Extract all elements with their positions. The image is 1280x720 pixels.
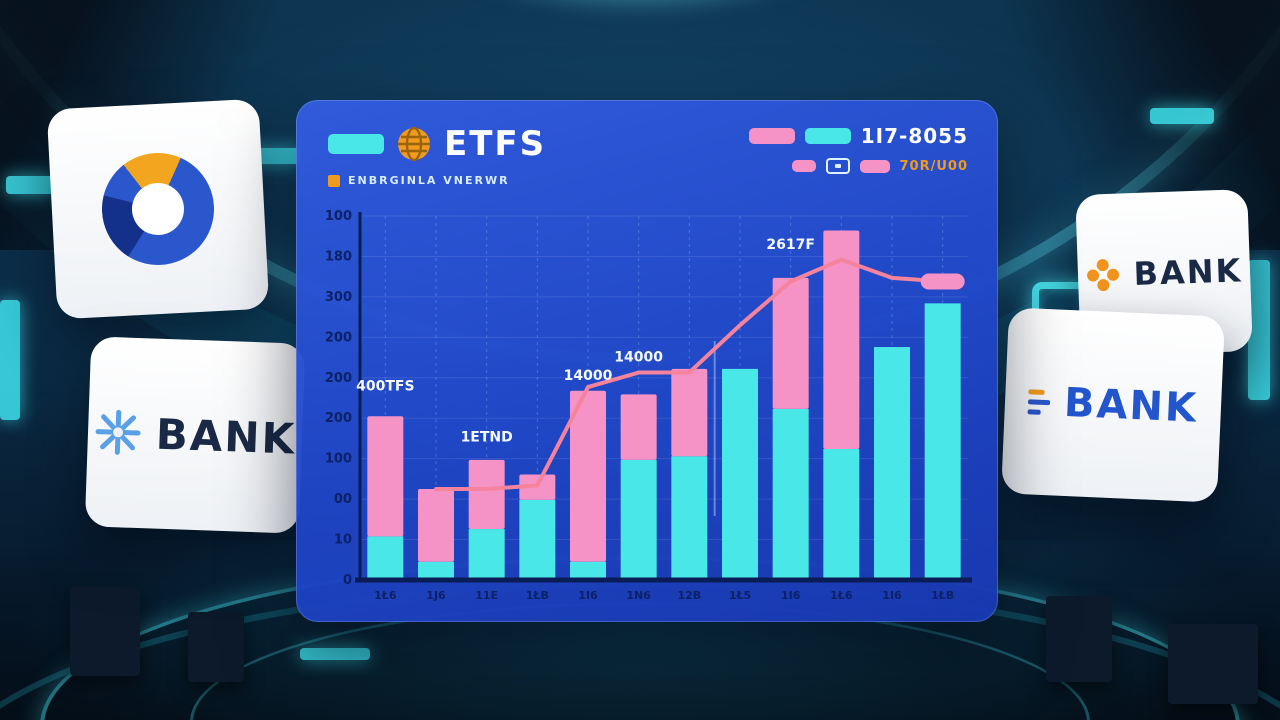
y-tick-label: 100 xyxy=(325,209,352,224)
bank-card-right-mid: BANK xyxy=(1001,307,1225,503)
bar-base-segment xyxy=(367,536,404,580)
bar-base-segment xyxy=(418,561,454,580)
chart-panel: ETFS ENBRGINLA VNERWR 1I7-8055 70R/U xyxy=(296,100,998,622)
bar-top-segment xyxy=(823,230,860,449)
legend-chip-icon xyxy=(825,158,850,174)
legend-cyan-swatch xyxy=(804,128,851,144)
bank-card-right-top: BANK xyxy=(1075,189,1253,357)
chart-annotation: 14000 xyxy=(614,350,663,366)
trend-line xyxy=(434,257,945,491)
x-tick-label: 1Ł6 xyxy=(830,589,853,602)
chart-annotation: 14000 xyxy=(564,368,613,384)
glow-chip xyxy=(1248,260,1270,400)
globe-icon xyxy=(398,126,430,162)
x-tick-label: 1J6 xyxy=(426,589,446,602)
y-tick-label: 00 xyxy=(334,492,352,507)
panel-title: ETFS xyxy=(444,124,547,164)
orange-bullet-icon xyxy=(328,174,340,187)
bar-top-segment xyxy=(468,459,505,530)
y-tick-label: 200 xyxy=(325,371,352,386)
list-bars-icon xyxy=(1027,388,1051,415)
x-tick-label: 1I6 xyxy=(578,589,598,602)
y-tick-label: 180 xyxy=(325,249,352,264)
glow-chip xyxy=(6,176,54,194)
y-tick-label: 200 xyxy=(325,330,352,345)
glow-chip xyxy=(0,300,20,420)
chart-area: 100 180 300 200 200 200 100 00 10 0 1Ł6 1J6 11E 1ŁB 1I… xyxy=(312,206,980,610)
x-tick-label: 1Ł5 xyxy=(729,589,751,602)
bar-top-segment xyxy=(570,390,606,562)
pedestal xyxy=(188,612,244,682)
chart-annotation: 1ETND xyxy=(461,430,513,446)
y-tick-label: 300 xyxy=(325,290,352,305)
panel-header: ETFS ENBRGINLA VNERWR 1I7-8055 70R/U xyxy=(296,100,998,187)
bank-label: BANK xyxy=(155,409,297,464)
legend-pink-swatch-small xyxy=(859,159,890,173)
x-tick-label: 1Ł6 xyxy=(374,589,397,602)
line-end-marker xyxy=(920,273,965,290)
legend-pink-swatch-small xyxy=(791,160,816,172)
bar-base-segment xyxy=(570,561,606,580)
bar-base-segment xyxy=(823,448,860,580)
pedestal xyxy=(70,586,140,676)
bar-top-segment xyxy=(620,394,657,460)
chart-annotation: 400TFS xyxy=(356,379,414,395)
flower-icon xyxy=(1086,259,1119,292)
bar-top-segment xyxy=(772,277,809,409)
glow-chip xyxy=(300,648,370,660)
x-tick-label: 1ŁB xyxy=(931,589,954,602)
legend-value: 1I7-8055 xyxy=(860,124,968,148)
x-tick-label: 1ŁB xyxy=(526,589,549,602)
bar-base-segment xyxy=(620,459,657,580)
bar-top-segment xyxy=(367,416,404,537)
bar-base-segment xyxy=(519,499,556,580)
bar-base-segment xyxy=(722,368,758,580)
x-tick-label: 12B xyxy=(677,589,701,602)
cyan-swatch xyxy=(328,134,384,154)
x-tick-label: 1I6 xyxy=(882,589,902,602)
pedestal xyxy=(1046,596,1112,682)
y-tick-label: 0 xyxy=(343,573,352,588)
glow-chip xyxy=(1150,108,1214,124)
bar-base-segment xyxy=(468,529,505,580)
bar-top-segment xyxy=(418,489,454,562)
pedestal xyxy=(1168,624,1258,704)
bar-base-segment xyxy=(874,347,910,580)
bar-top-segment xyxy=(671,368,708,457)
x-tick-label: 1I6 xyxy=(781,589,801,602)
x-tick-label: 1N6 xyxy=(626,589,651,602)
y-tick-label: 200 xyxy=(325,411,352,426)
bank-label: BANK xyxy=(1132,251,1243,294)
bank-card-left: BANK xyxy=(84,336,306,534)
bank-label: BANK xyxy=(1063,379,1199,432)
logo-card xyxy=(46,98,270,320)
panel-subtitle: ENBRGINLA VNERWR xyxy=(348,174,510,187)
y-tick-label: 100 xyxy=(325,452,352,467)
x-tick-label: 11E xyxy=(475,589,498,602)
legend-sub-value: 70R/U00 xyxy=(899,158,968,174)
brand-circle-logo xyxy=(99,150,217,268)
bar-base-segment xyxy=(671,456,708,580)
bar-base-segment xyxy=(924,303,961,580)
chart-annotation: 2617F xyxy=(766,237,815,253)
bar-base-segment xyxy=(772,408,809,580)
y-tick-label: 10 xyxy=(334,533,352,548)
starburst-icon xyxy=(95,409,141,455)
legend-pink-swatch xyxy=(748,128,795,144)
